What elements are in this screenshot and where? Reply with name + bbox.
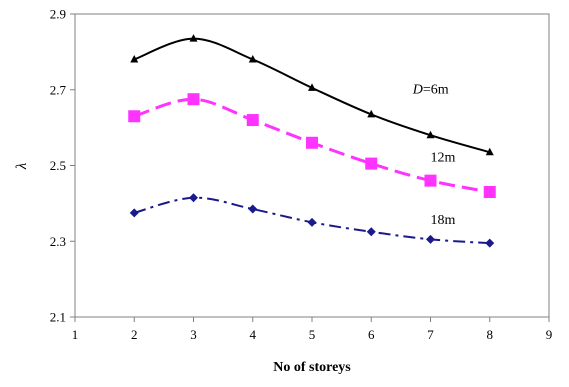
- x-tick-label: 1: [72, 327, 79, 342]
- x-tick-label: 4: [250, 327, 257, 342]
- y-axis-title: λ: [14, 162, 30, 170]
- x-tick-label: 9: [546, 327, 553, 342]
- x-tick-label: 2: [131, 327, 138, 342]
- x-tick-label: 3: [190, 327, 197, 342]
- annotation-text: =6m: [423, 83, 449, 98]
- x-tick-label: 7: [427, 327, 434, 342]
- series-annotation: D=6m: [412, 83, 449, 98]
- y-tick-label: 2.5: [50, 158, 66, 173]
- annotation-text: 18m: [431, 213, 456, 228]
- data-point: [306, 137, 318, 149]
- plot-area: [75, 14, 549, 317]
- y-tick-label: 2.9: [50, 7, 66, 22]
- data-point: [128, 110, 140, 122]
- x-tick-label: 6: [368, 327, 375, 342]
- data-point: [247, 114, 259, 126]
- series-annotation: 18m: [431, 213, 456, 228]
- series-annotation: 12m: [431, 151, 456, 166]
- y-tick-label: 2.3: [50, 234, 66, 249]
- data-point: [425, 175, 437, 187]
- y-tick-label: 2.1: [50, 310, 66, 325]
- data-point: [365, 158, 377, 170]
- annotation-text: 12m: [431, 151, 456, 166]
- x-axis-title: No of storeys: [273, 360, 351, 375]
- data-point: [188, 93, 200, 105]
- x-tick-label: 5: [309, 327, 316, 342]
- y-tick-label: 2.7: [50, 82, 67, 97]
- x-tick-label: 8: [487, 327, 494, 342]
- data-point: [484, 186, 496, 198]
- annotation-italic-part: D: [412, 83, 423, 98]
